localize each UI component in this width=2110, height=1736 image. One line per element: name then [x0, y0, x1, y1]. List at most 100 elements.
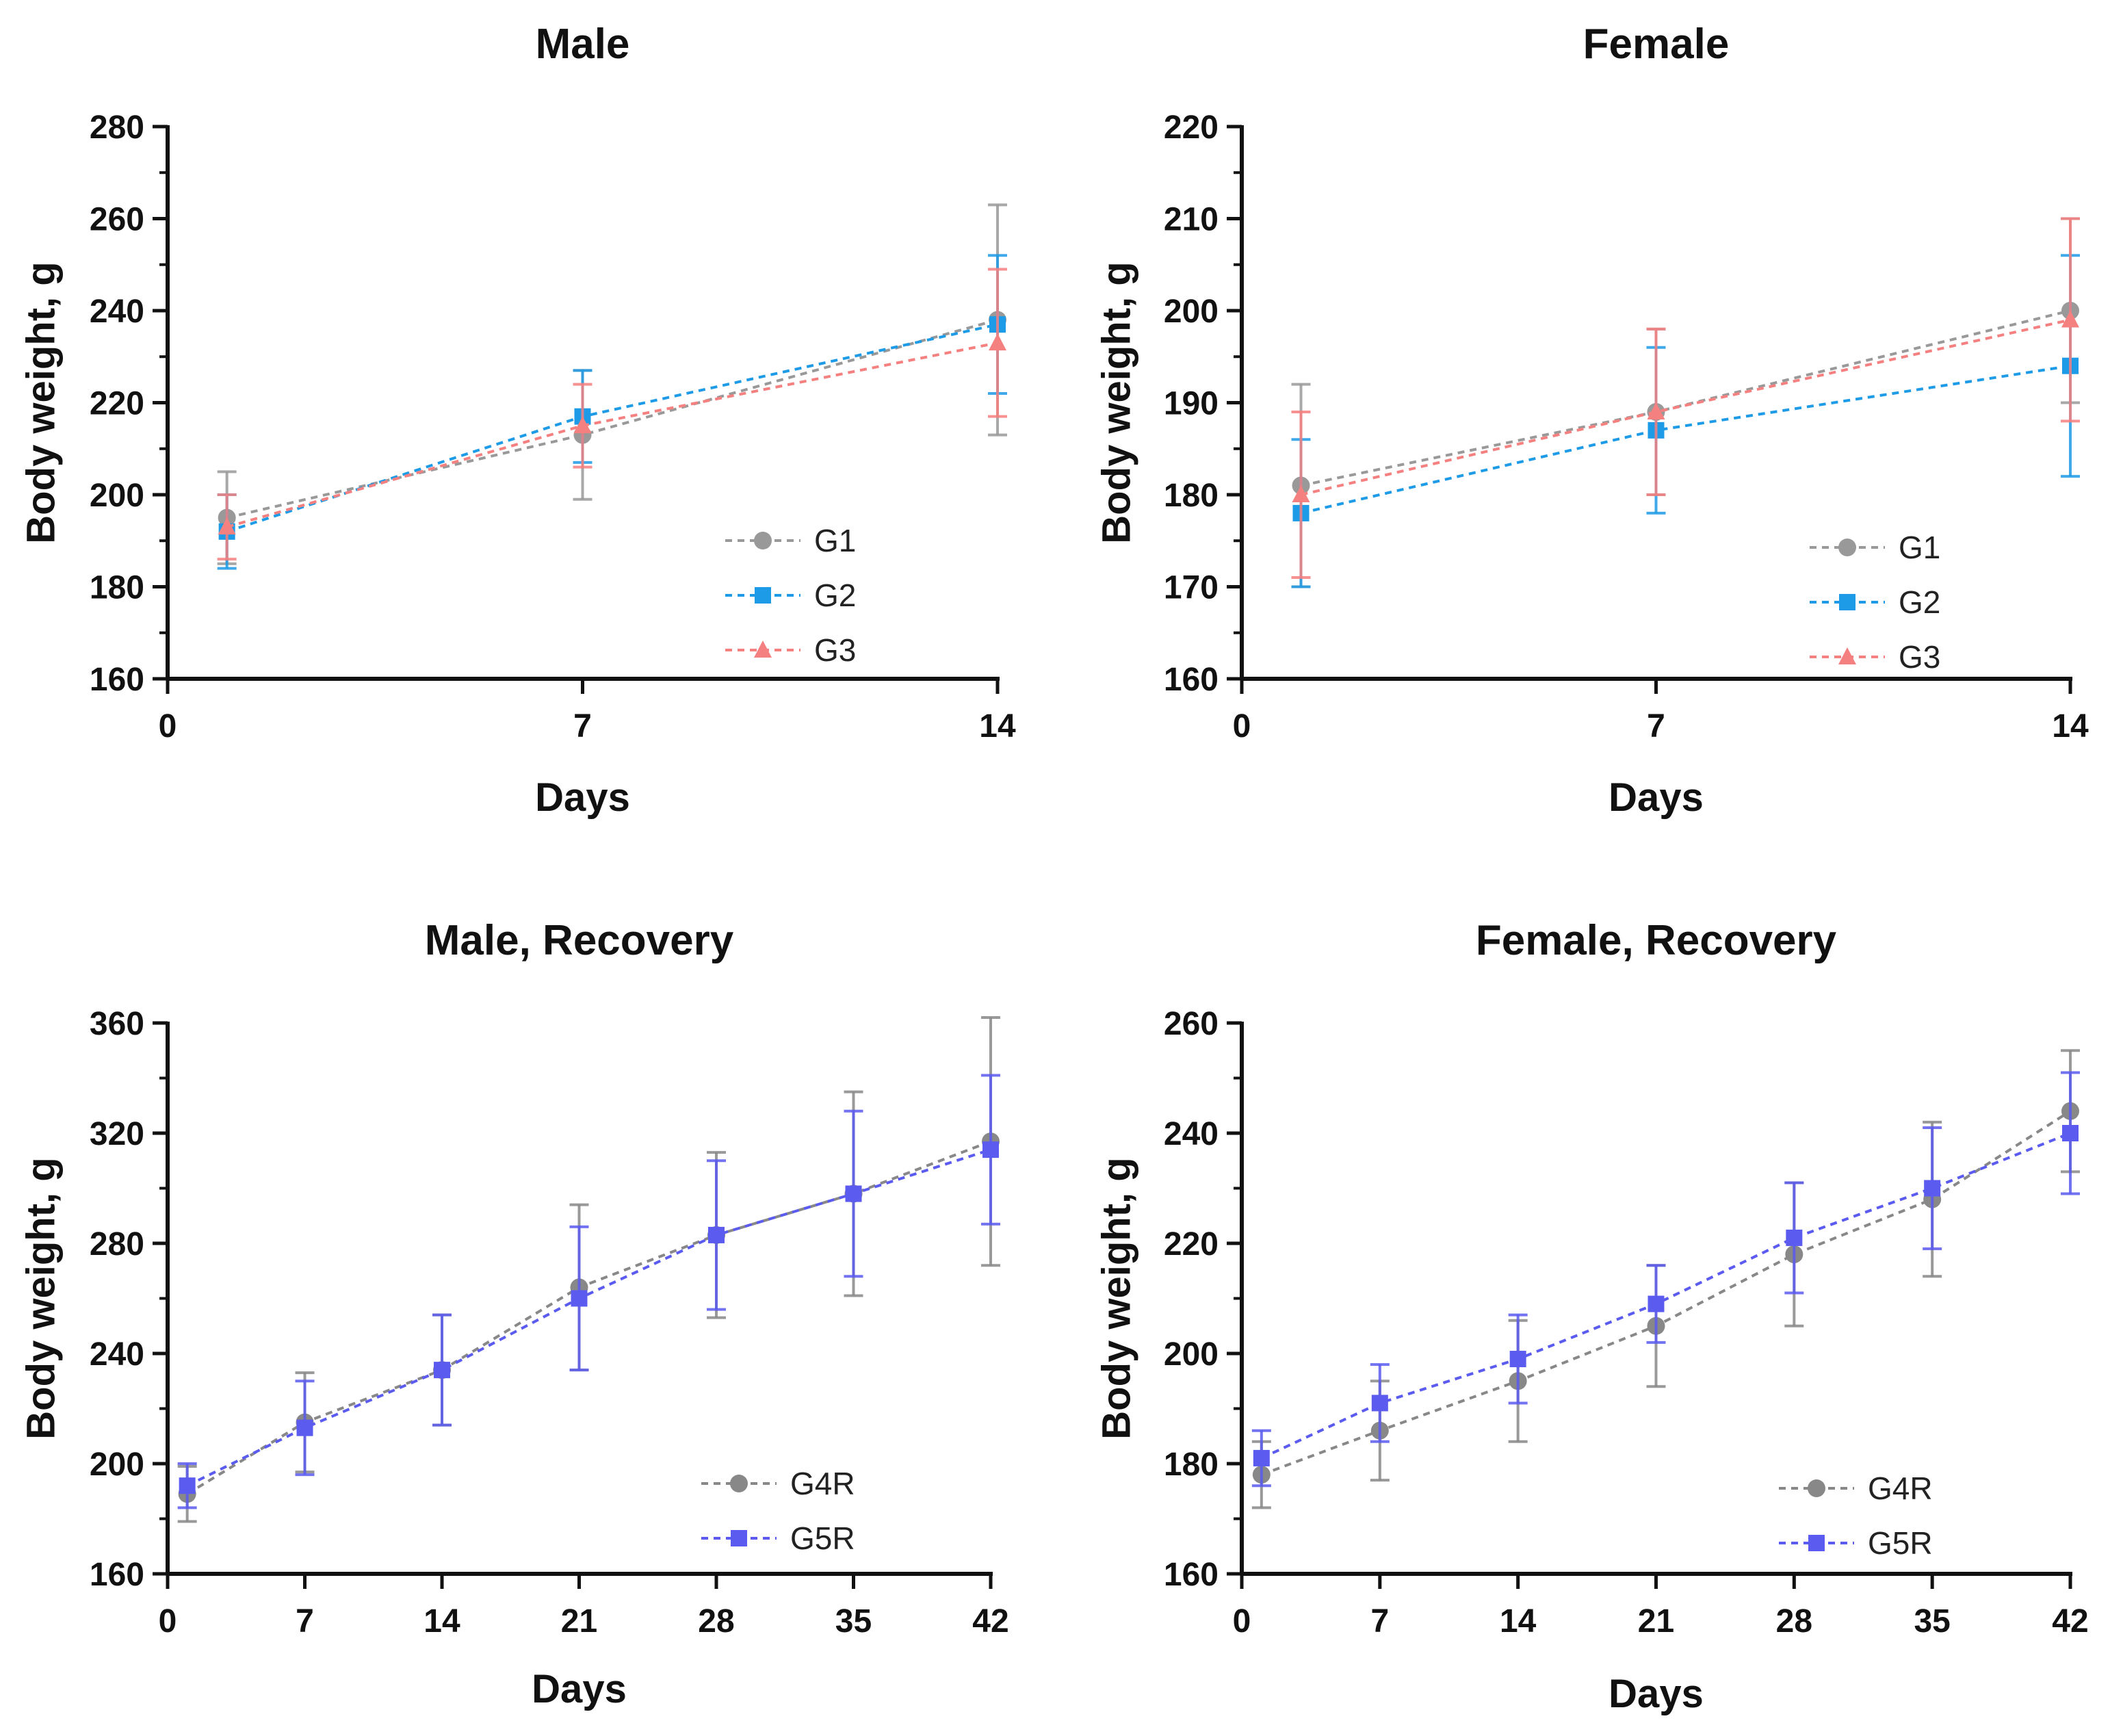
legend-item-G5R: G5R [1779, 1525, 1933, 1561]
y-tick-label: 180 [90, 570, 144, 606]
y-tick-label: 200 [1164, 1336, 1219, 1373]
series-G5R [1251, 1071, 2080, 1488]
x-tick-label: 14 [979, 708, 1016, 744]
legend-item-G3: G3 [725, 632, 856, 668]
x-tick-label: 42 [972, 1603, 1008, 1640]
y-tick-label: 180 [1164, 478, 1219, 514]
x-tick-label: 0 [1233, 708, 1251, 744]
data-point [218, 517, 236, 535]
legend-marker [1808, 1535, 1825, 1551]
y-tick-label: 200 [1164, 294, 1219, 330]
y-axis-title: Body weight, g [19, 1157, 64, 1439]
data-point [845, 1185, 862, 1202]
x-tick-label: 35 [1914, 1603, 1950, 1640]
legend-marker [754, 640, 772, 658]
y-tick-label: 260 [1164, 1006, 1219, 1042]
legend: G1 G2 G3 [725, 523, 856, 668]
series-line [1261, 1110, 2072, 1476]
y-tick-label: 210 [1164, 202, 1219, 238]
chart-panel-2: Female 160 170 180 190 200 210 220 0 7 14 Days Body … [1095, 21, 2089, 820]
series-line [226, 341, 998, 528]
legend-item-G2: G2 [725, 578, 856, 613]
series-G4R [177, 1015, 1000, 1523]
series-line [1301, 364, 2071, 515]
data-point [179, 1477, 196, 1494]
series-line [1301, 309, 2071, 487]
legend-label: G4R [1868, 1471, 1933, 1506]
x-tick-label: 7 [1370, 1603, 1389, 1640]
y-tick-label: 160 [90, 662, 144, 698]
series-G3 [1291, 217, 2080, 580]
data-point [1924, 1180, 1941, 1197]
legend: G1 G2 G3 [1810, 530, 1940, 675]
data-point [1509, 1351, 1526, 1368]
data-point [989, 333, 1006, 351]
chart-panel-1: Male 160 180 200 220 240 260 280 0 7 14 Days Body we… [19, 21, 1017, 820]
x-tick-label: 21 [1638, 1603, 1674, 1640]
legend-marker [754, 532, 772, 549]
data-point [1253, 1449, 1270, 1466]
y-tick-label: 190 [1164, 386, 1219, 422]
x-tick-label: 42 [2052, 1603, 2088, 1640]
series-line [186, 1140, 991, 1495]
y-axis-title: Body weight, g [1095, 1157, 1139, 1439]
x-tick-label: 21 [561, 1603, 597, 1640]
data-point [1786, 1229, 1803, 1246]
series-line [1301, 318, 2071, 496]
chart-title: Female [1583, 21, 1730, 68]
y-tick-label: 240 [90, 1336, 144, 1373]
series-G1 [217, 203, 1007, 565]
y-tick-label: 260 [90, 202, 144, 238]
x-tick-label: 0 [1233, 1603, 1251, 1640]
y-tick-label: 220 [90, 386, 144, 422]
x-tick-label: 14 [424, 1603, 460, 1640]
data-point [1292, 485, 1310, 502]
legend: G4R G5R [1779, 1471, 1933, 1561]
chart-panel-4: Female, Recovery 160 180 200 220 240 260 0 7 14 21… [1095, 917, 2089, 1716]
legend-marker [1838, 647, 1856, 664]
legend-marker [1838, 539, 1856, 556]
x-tick-label: 28 [698, 1603, 734, 1640]
y-tick-label: 320 [90, 1116, 144, 1152]
legend-item-G4R: G4R [1779, 1471, 1933, 1506]
data-point [1371, 1395, 1388, 1412]
data-point [1647, 1295, 1665, 1312]
legend-label: G1 [814, 523, 856, 558]
y-tick-label: 280 [90, 109, 144, 146]
x-tick-label: 35 [835, 1603, 872, 1640]
x-tick-label: 14 [1500, 1603, 1537, 1640]
legend-label: G4R [790, 1466, 855, 1501]
data-point [1647, 402, 1665, 419]
legend-label: G2 [1899, 584, 1940, 620]
x-axis-title: Days [1608, 1672, 1704, 1716]
legend-label: G2 [814, 578, 856, 613]
y-tick-label: 220 [1164, 1226, 1219, 1262]
y-tick-label: 160 [90, 1557, 144, 1593]
chart-panel-3: Male, Recovery 160 200 240 280 320 360 0 7 14 21 28… [19, 917, 1009, 1711]
legend-item-G2: G2 [1810, 584, 1940, 620]
data-point [708, 1226, 725, 1243]
data-point [2062, 1125, 2079, 1141]
legend-item-G4R: G4R [701, 1466, 855, 1501]
y-tick-label: 200 [90, 478, 144, 514]
data-point [434, 1362, 450, 1379]
legend: G4R G5R [701, 1466, 855, 1556]
y-axis-title: Body weight, g [1095, 261, 1139, 543]
x-axis-title: Days [535, 775, 630, 820]
y-tick-label: 160 [1164, 1557, 1219, 1593]
x-tick-label: 28 [1776, 1603, 1812, 1640]
data-point [573, 416, 592, 434]
x-axis-title: Days [532, 1667, 627, 1711]
x-tick-label: 7 [573, 708, 592, 744]
x-axis-title: Days [1608, 775, 1704, 820]
series-G5R [177, 1074, 1000, 1510]
y-tick-label: 220 [1164, 109, 1219, 146]
chart-title: Male [536, 21, 630, 68]
series-G4R [1251, 1049, 2080, 1510]
data-point [2061, 310, 2079, 328]
chart-title: Female, Recovery [1476, 917, 1837, 964]
y-tick-label: 360 [90, 1006, 144, 1042]
data-point [296, 1419, 313, 1436]
chart-title: Male, Recovery [425, 917, 734, 964]
